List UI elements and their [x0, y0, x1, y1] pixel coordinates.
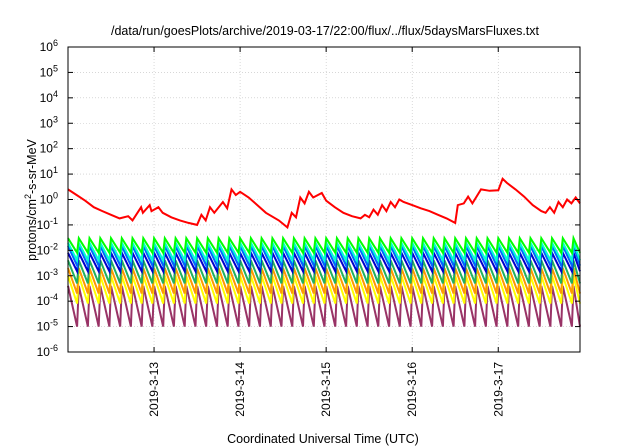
y-tick-exp: -3: [50, 267, 58, 277]
y-tick-exp: -2: [50, 241, 58, 251]
y-tick-label: 100: [40, 191, 58, 207]
y-tick-base: 10: [40, 40, 54, 54]
y-tick-base: 10: [40, 116, 54, 130]
y-tick-label: 101: [40, 165, 58, 181]
y-tick-base: 10: [37, 218, 51, 232]
y-tick-label: 10-1: [37, 216, 58, 232]
y-tick-base: 10: [37, 269, 51, 283]
y-tick-base: 10: [37, 345, 51, 359]
y-tick-label: 103: [40, 114, 58, 130]
y-axis-label-post: -s-sr-MeV: [25, 138, 39, 194]
series-line: [67, 234, 581, 256]
y-tick-label: 10-3: [37, 267, 58, 283]
y-tick-base: 10: [40, 193, 54, 207]
y-tick-label: 10-6: [37, 343, 58, 359]
x-tick-label: 2019-3-16: [405, 362, 419, 417]
y-tick-label: 104: [40, 89, 58, 105]
y-tick-exp: 2: [53, 140, 58, 150]
y-tick-base: 10: [37, 320, 51, 334]
y-axis-label: protons/cm2-s-sr-MeV: [23, 138, 39, 260]
x-axis-label: Coordinated Universal Time (UTC): [227, 432, 419, 446]
y-axis-label-sup: 2: [23, 194, 33, 199]
x-axis: 2019-3-13 2019-3-14 2019-3-15 2019-3-16 2019…: [147, 47, 505, 417]
chart-title: /data/run/goesPlots/archive/2019-03-17/2…: [111, 24, 540, 38]
y-tick-exp: 0: [53, 191, 58, 201]
y-tick-exp: 1: [53, 165, 58, 175]
y-tick-label: 106: [40, 38, 58, 54]
y-tick-exp: -1: [50, 216, 58, 226]
y-tick-label: 105: [40, 63, 58, 79]
y-tick-exp: 4: [53, 89, 58, 99]
x-tick-label: 2019-3-13: [147, 362, 161, 417]
y-tick-exp: 3: [53, 114, 58, 124]
y-tick-base: 10: [40, 167, 54, 181]
y-tick-exp: -6: [50, 343, 58, 353]
y-tick-base: 10: [40, 91, 54, 105]
x-tick-label: 2019-3-14: [233, 362, 247, 417]
y-axis: 10-610-510-410-310-210-11001011021031041…: [37, 38, 580, 359]
y-tick-exp: 5: [53, 63, 58, 73]
x-tick-label: 2019-3-15: [319, 362, 333, 417]
series-group: [67, 177, 581, 327]
y-tick-label: 10-4: [37, 292, 58, 308]
y-tick-label: 102: [40, 140, 58, 156]
y-tick-base: 10: [37, 294, 51, 308]
series-line: [67, 177, 581, 230]
y-tick-exp: -4: [50, 292, 58, 302]
x-tick-label: 2019-3-17: [491, 362, 505, 417]
y-axis-label-pre: protons/cm: [25, 199, 39, 261]
y-tick-label: 10-5: [37, 318, 58, 334]
y-tick-base: 10: [40, 142, 54, 156]
y-tick-exp: 6: [53, 38, 58, 48]
y-tick-label: 10-2: [37, 241, 58, 257]
y-tick-base: 10: [40, 65, 54, 79]
y-tick-base: 10: [37, 243, 51, 257]
y-tick-exp: -5: [50, 318, 58, 328]
